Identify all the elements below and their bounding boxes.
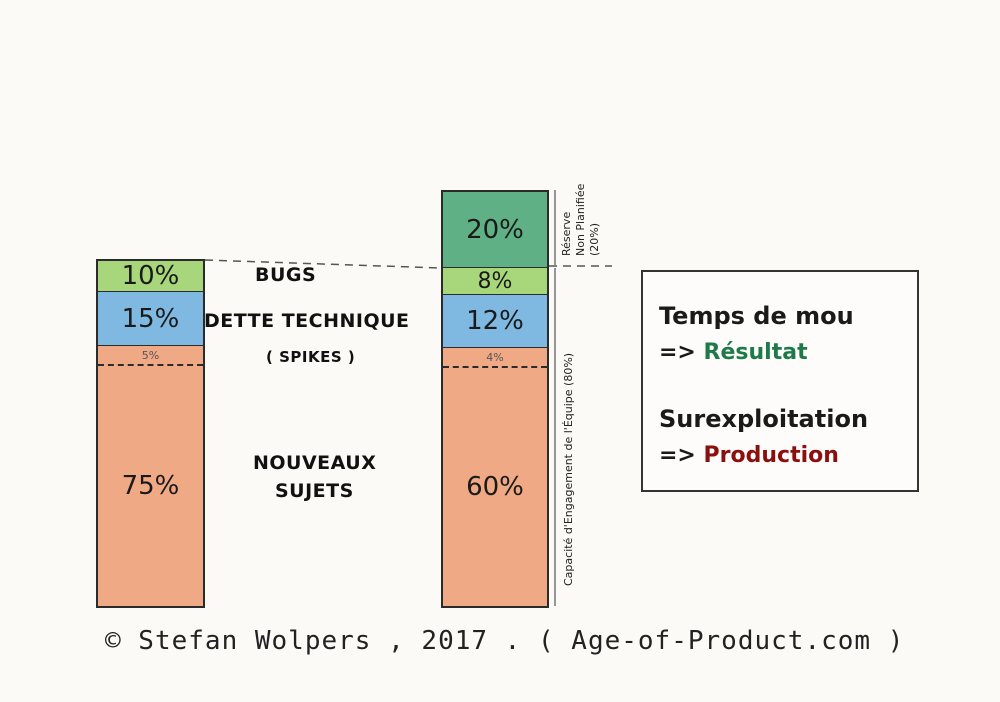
- segment-value: 4%: [486, 350, 504, 364]
- label-new-topics-2: SUJETS: [275, 480, 354, 502]
- annotation-reserve-3: (20%): [588, 222, 601, 256]
- segment-reserve-right: 20%: [443, 192, 547, 268]
- annotation-capacity: Capacité d'Engagement de l'Équipe (80%): [562, 352, 575, 586]
- legend-production: => Production: [659, 443, 839, 468]
- label-new-topics-1: NOUVEAUX: [253, 452, 377, 474]
- segment-value: 12%: [466, 306, 524, 336]
- segment-tech-debt-right: 12%: [443, 295, 547, 348]
- production-word: Production: [703, 443, 839, 468]
- legend-box: Temps de mou => Résultat Surexploitation…: [641, 270, 919, 492]
- segment-value: 75%: [121, 471, 180, 501]
- segment-value: 60%: [466, 472, 524, 502]
- legend-overexploitation: Surexploitation: [659, 405, 869, 433]
- legend-result: => Résultat: [659, 340, 808, 365]
- segment-spikes-right: 4%: [443, 348, 547, 368]
- bar-proposed: 20% 8% 12% 4% 60%: [441, 190, 549, 608]
- label-spikes: ( SPIKES ): [266, 348, 356, 366]
- credit-line: © Stefan Wolpers , 2017 . ( Age-of-Produ…: [105, 626, 905, 656]
- label-tech-debt: DETTE TECHNIQUE: [204, 310, 410, 332]
- segment-new-topics-right: 60%: [443, 368, 547, 606]
- bugs-connector-line: [204, 259, 442, 269]
- bar-current: 10% 15% 5% 75%: [96, 259, 205, 608]
- segment-spikes-left: 5%: [98, 346, 203, 366]
- segment-tech-debt-left: 15%: [98, 292, 203, 346]
- annotation-reserve-2: Non Planifiée: [574, 183, 587, 256]
- segment-value: 5%: [141, 348, 160, 362]
- segment-new-topics-left: 75%: [98, 366, 203, 606]
- segment-value: 20%: [466, 214, 524, 245]
- legend-slack-time: Temps de mou: [659, 302, 854, 330]
- segment-value: 8%: [477, 268, 513, 294]
- segment-bugs-right: 8%: [443, 268, 547, 295]
- segment-bugs-left: 10%: [98, 261, 203, 292]
- label-bugs: BUGS: [255, 264, 317, 286]
- segment-value: 10%: [121, 261, 180, 291]
- result-word: Résultat: [703, 340, 808, 365]
- annotation-reserve-1: Réserve: [560, 211, 573, 256]
- segment-value: 15%: [121, 303, 180, 334]
